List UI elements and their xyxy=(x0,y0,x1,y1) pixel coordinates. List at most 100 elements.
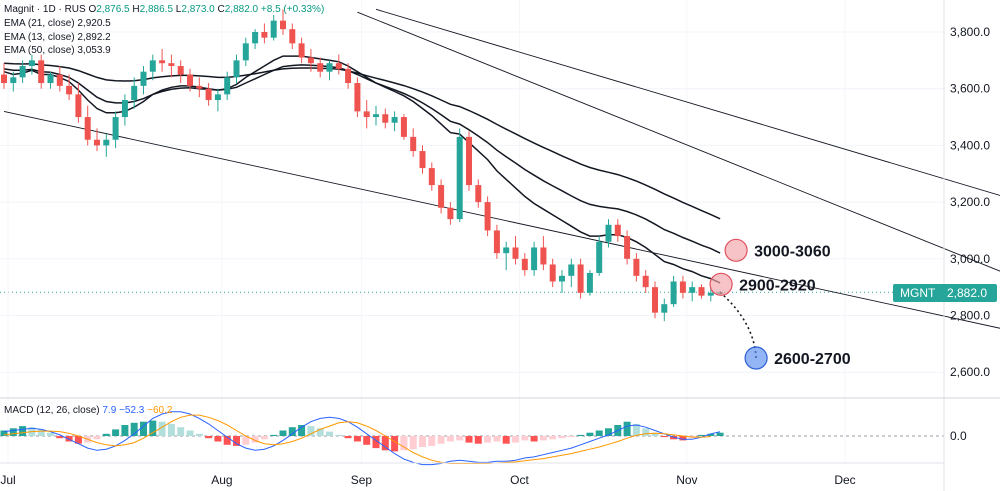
macd-histogram-bar xyxy=(530,436,538,442)
macd-histogram-bar xyxy=(707,433,715,436)
close-label: C xyxy=(217,4,225,15)
candle-body xyxy=(75,94,82,118)
candle-body xyxy=(345,68,352,84)
macd-histogram-bar xyxy=(121,425,129,436)
macd-histogram-bar xyxy=(391,436,399,452)
candle-body xyxy=(84,117,91,140)
candle-body xyxy=(633,258,640,276)
candle-body xyxy=(187,74,193,86)
macd-histogram-bar xyxy=(233,436,240,446)
candle-body xyxy=(56,74,63,86)
close-value: 2,882.0 xyxy=(224,4,259,15)
trend-line xyxy=(357,11,1000,272)
open-value: 2,876.5 xyxy=(96,4,130,15)
ema-21-value: 2,920.5 xyxy=(77,18,111,29)
candle-body xyxy=(568,264,575,276)
macd-histogram-bar xyxy=(437,436,445,444)
macd-histogram-bar xyxy=(670,436,678,440)
y-tick-label: 3,400.0 xyxy=(950,138,990,152)
macd-histogram-bar xyxy=(502,436,510,444)
ema-13-line xyxy=(3,55,721,284)
last-price-badge: MGNT 2,882.0 xyxy=(893,284,997,302)
target-zone-label: 2600-2700 xyxy=(774,351,851,368)
macd-histogram-bar xyxy=(577,434,585,436)
symbol-name[interactable]: Magnit · 1D · RUS xyxy=(4,4,86,15)
target-zone-label: 2900-2920 xyxy=(739,277,816,294)
candle-body xyxy=(224,77,231,95)
macd-legend[interactable]: MACD (12, 26, close) 7.9 −52.3 −60.2 xyxy=(4,405,172,416)
candle-body xyxy=(503,247,510,254)
macd-pane: 0.0 xyxy=(0,411,967,466)
symbol-legend: Magnit · 1D · RUS O2,876.5 H2,886.5 L2,8… xyxy=(4,4,324,15)
candle-body xyxy=(559,275,565,282)
macd-histogram-bar xyxy=(419,436,426,447)
macd-histogram-bar xyxy=(102,433,110,436)
ema-21-legend[interactable]: EMA (21, close) 2,920.5 xyxy=(4,18,111,29)
ema-50-line xyxy=(3,62,721,220)
macd-histogram-bar xyxy=(149,420,157,436)
macd-histogram-bar xyxy=(214,436,222,442)
price-badge-value: 2,882.0 xyxy=(947,286,988,300)
candle-body xyxy=(698,287,705,296)
trend-channel-lines xyxy=(3,8,1000,329)
candle-body xyxy=(214,94,221,101)
candle-body xyxy=(410,136,417,152)
macd-histogram-bar xyxy=(326,431,333,436)
candle-body xyxy=(140,71,147,86)
macd-histogram-bar xyxy=(307,426,315,436)
macd-histogram-bar xyxy=(177,427,185,436)
candle-body xyxy=(466,136,472,186)
high-label: H xyxy=(132,4,140,15)
macd-histogram-bar xyxy=(353,436,361,442)
macd-histogram-bar xyxy=(19,426,27,436)
candle-body xyxy=(317,63,324,72)
grid xyxy=(0,31,944,373)
candle-body xyxy=(47,74,54,84)
trend-line xyxy=(3,110,1000,329)
candle-body xyxy=(38,60,45,84)
macd-y-tick-label: 0.0 xyxy=(950,429,967,443)
ema-13-value: 2,892.2 xyxy=(77,32,111,43)
macd-histogram-bar xyxy=(205,436,213,439)
macd-histogram-bar xyxy=(47,432,54,436)
x-tick-label: Nov xyxy=(676,473,697,487)
macd-histogram-bar xyxy=(623,421,631,436)
macd-histogram-bar xyxy=(316,428,324,436)
macd-histogram-bar xyxy=(37,429,45,436)
y-tick-label: 2,800.0 xyxy=(950,309,990,323)
candle-body xyxy=(484,202,491,231)
ema-13-legend[interactable]: EMA (13, close) 2,892.2 xyxy=(4,32,111,43)
candle-body xyxy=(493,230,500,254)
macd-line-value: −52.3 xyxy=(119,405,145,416)
candle-body xyxy=(549,264,556,282)
ema-50-label: EMA (50, close) xyxy=(4,45,75,56)
macd-histogram-bar xyxy=(242,436,250,445)
candle-body xyxy=(531,247,538,271)
macd-histogram-bar xyxy=(474,436,482,444)
target-zone-marker xyxy=(724,238,748,262)
candle-body xyxy=(670,281,677,305)
macd-histogram-bar xyxy=(539,436,547,441)
candle-body xyxy=(280,20,286,30)
ema-50-legend[interactable]: EMA (50, close) 3,053.9 xyxy=(4,45,111,56)
candle-body xyxy=(354,83,361,112)
macd-histogram-bar xyxy=(186,430,194,436)
x-tick-label: Sep xyxy=(351,473,373,487)
candle-body xyxy=(382,114,389,123)
candle-body xyxy=(66,85,73,95)
low-label: L xyxy=(175,4,182,15)
macd-histogram-bar xyxy=(9,428,17,436)
macd-histogram-bar xyxy=(167,423,175,436)
candle-body xyxy=(94,139,100,146)
candle-body xyxy=(289,29,296,44)
macd-histogram-bar xyxy=(493,436,501,442)
ema-13-label: EMA (13, close) xyxy=(4,32,75,43)
candle-body xyxy=(252,32,259,44)
candle-body xyxy=(177,66,184,75)
macd-histogram-bar xyxy=(0,430,8,436)
macd-histogram-bar xyxy=(595,430,603,436)
candle-body xyxy=(642,275,649,288)
macd-histogram-bar xyxy=(335,434,343,436)
candle-body xyxy=(103,139,110,146)
